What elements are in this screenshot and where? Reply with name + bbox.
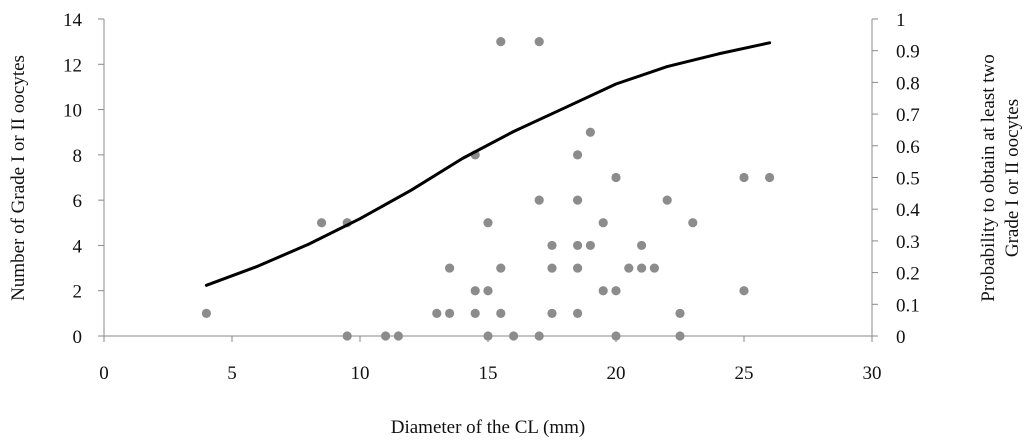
y-tick-label: 2 (73, 282, 83, 303)
scatter-point (496, 37, 506, 47)
scatter-point (598, 218, 608, 228)
scatter-point (342, 331, 352, 341)
y2-tick-label: 0.1 (896, 295, 920, 316)
y-tick-label: 0 (73, 327, 83, 348)
scatter-point (393, 331, 403, 341)
y2-tick-label: 1 (896, 10, 906, 31)
x-tick-label: 5 (227, 363, 237, 384)
scatter-point (739, 172, 749, 183)
y-tick-label: 10 (63, 101, 82, 122)
scatter-point (598, 286, 608, 296)
scatter-point (675, 308, 685, 318)
scatter-point (585, 127, 596, 137)
scatter-point (445, 308, 455, 318)
scatter-point (624, 263, 634, 273)
scatter-point (611, 172, 621, 183)
y-tick-label: 14 (63, 10, 83, 31)
probability-curve (204, 41, 772, 287)
y2-tick-label: 0.4 (896, 200, 920, 221)
scatter-point (547, 308, 557, 318)
y-tick-label: 6 (73, 191, 83, 212)
x-tick-label: 15 (479, 363, 498, 384)
scatter-point (675, 331, 685, 341)
scatter-point (573, 308, 583, 318)
scatter-point (534, 331, 544, 341)
y2-tick-label: 0.3 (896, 232, 920, 253)
y2-tick-label: 0.6 (896, 137, 920, 158)
scatter-point (547, 263, 557, 273)
scatter-point (534, 195, 544, 205)
y-tick-label: 4 (73, 236, 83, 257)
scatter-point (432, 308, 442, 318)
x-tick-label: 25 (735, 363, 754, 384)
y2-tick-label: 0.2 (896, 264, 920, 285)
scatter-point (381, 331, 391, 341)
x-tick-label: 10 (351, 363, 370, 384)
scatter-point (483, 218, 493, 228)
scatter-point (585, 240, 596, 251)
scatter-point (496, 263, 506, 273)
scatter-point (739, 286, 749, 296)
scatter-point (637, 240, 647, 251)
x-axis-title: Diameter of the CL (mm) (391, 417, 586, 438)
scatter-point (662, 195, 672, 205)
scatter-point (573, 195, 583, 205)
scatter-point (611, 331, 621, 341)
scatter-point (317, 218, 327, 228)
y2-tick-label: 0 (896, 327, 906, 348)
scatter-point (496, 308, 506, 318)
scatter-point (573, 263, 583, 273)
scatter-point (649, 263, 660, 273)
chart-marks (201, 37, 775, 341)
y-tick-label: 12 (63, 55, 82, 76)
scatter-point (508, 331, 519, 341)
scatter-point (483, 331, 493, 341)
scatter-point (573, 150, 583, 160)
scatter-point (611, 286, 621, 296)
scatter-point (547, 240, 557, 251)
scatter-point (534, 37, 544, 47)
y2-axis-title-line-1: Probability to obtain at least two (978, 54, 999, 302)
scatter-point (483, 286, 493, 296)
y2-tick-label: 0.8 (896, 73, 920, 94)
y2-axis-title-line-2: Grade I or II oocytes (1002, 99, 1023, 257)
y2-tick-label: 0.5 (896, 169, 920, 190)
x-tick-label: 0 (99, 363, 109, 384)
chart-ticks: 0 5 10 15 20 25 30 0 2 4 6 8 10 12 14 0 0.1 0.2 0.3 0.4 0.5 0… (63, 10, 920, 384)
y2-tick-label: 0.9 (896, 42, 920, 63)
scatter-point (573, 240, 583, 251)
scatter-point (637, 263, 647, 273)
scatter-point (470, 286, 480, 296)
y-axis-title: Number of Grade I or II oocytes (8, 55, 29, 301)
scatter-point (201, 308, 211, 318)
y2-tick-label: 0.7 (896, 105, 920, 126)
x-tick-label: 30 (863, 363, 882, 384)
x-tick-label: 20 (607, 363, 626, 384)
scatter-point (765, 172, 775, 183)
scatter-point (688, 218, 698, 228)
y-tick-label: 8 (73, 146, 83, 167)
scatter-point (470, 308, 480, 318)
scatter-point (445, 263, 455, 273)
